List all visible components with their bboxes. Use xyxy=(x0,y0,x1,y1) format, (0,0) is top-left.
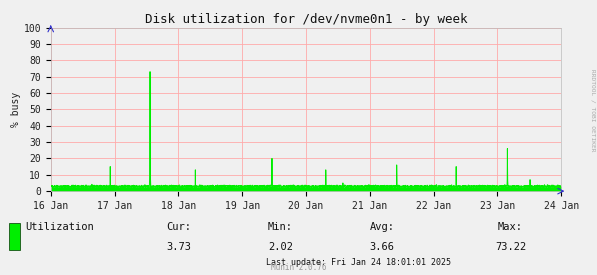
Text: 2.02: 2.02 xyxy=(268,243,293,252)
Text: Max:: Max: xyxy=(498,222,523,232)
Text: Cur:: Cur: xyxy=(167,222,192,232)
Text: 3.66: 3.66 xyxy=(370,243,395,252)
Text: Munin 2.0.76: Munin 2.0.76 xyxy=(271,263,326,272)
Text: Last update: Fri Jan 24 18:01:01 2025: Last update: Fri Jan 24 18:01:01 2025 xyxy=(266,258,451,267)
Text: Min:: Min: xyxy=(268,222,293,232)
Text: Avg:: Avg: xyxy=(370,222,395,232)
Title: Disk utilization for /dev/nvme0n1 - by week: Disk utilization for /dev/nvme0n1 - by w… xyxy=(144,13,467,26)
Y-axis label: % busy: % busy xyxy=(11,92,21,127)
Text: 73.22: 73.22 xyxy=(495,243,526,252)
Text: 3.73: 3.73 xyxy=(167,243,192,252)
Text: RRDTOOL / TOBI OETIKER: RRDTOOL / TOBI OETIKER xyxy=(590,69,595,151)
Text: Utilization: Utilization xyxy=(25,222,94,232)
